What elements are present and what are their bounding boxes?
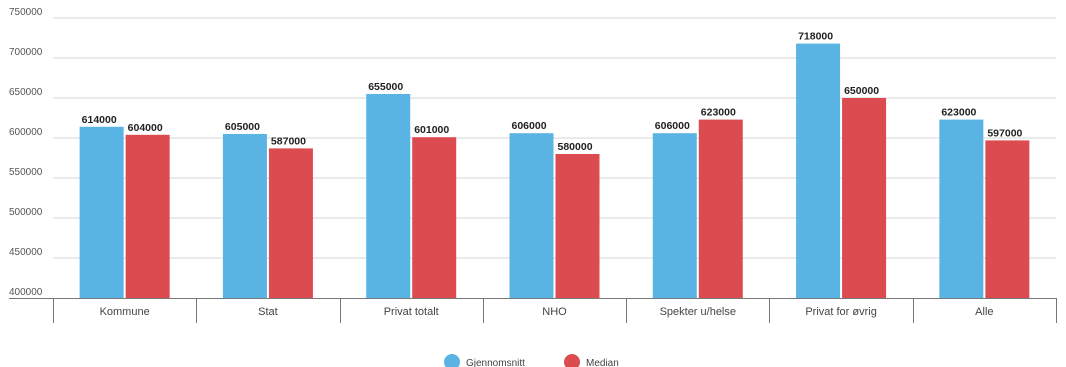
- bars: [79, 43, 1030, 298]
- grid-lines: [53, 17, 1056, 259]
- data-label: 601000: [414, 124, 449, 136]
- y-tick-label: 700000: [9, 47, 43, 58]
- bar-gjennomsnitt: [79, 126, 124, 298]
- y-tick-label: 400000: [9, 287, 43, 298]
- x-axis: Kommune Stat Privat totalt NHO Spekter u/hel…: [9, 298, 1057, 323]
- bar-gjennomsnitt: [652, 133, 697, 298]
- bar-median: [555, 154, 600, 298]
- bar-median: [842, 98, 887, 298]
- y-axis: 400000 450000 500000 550000 600000 650000 7000…: [9, 7, 43, 298]
- data-label: 606000: [655, 120, 690, 132]
- bar-median: [985, 140, 1030, 298]
- x-tick-label: Alle: [975, 306, 993, 318]
- data-label: 587000: [271, 135, 306, 147]
- y-tick-label: 600000: [9, 127, 43, 138]
- y-tick-label: 550000: [9, 167, 43, 178]
- data-label: 614000: [82, 114, 117, 126]
- data-label: 655000: [368, 81, 403, 93]
- x-tick-label: Spekter u/helse: [660, 306, 736, 318]
- y-tick-label: 500000: [9, 207, 43, 218]
- data-label: 605000: [225, 121, 260, 133]
- bar-median: [125, 134, 170, 298]
- x-tick-label: Stat: [258, 306, 278, 318]
- bar-median: [412, 137, 457, 298]
- data-label: 650000: [844, 85, 879, 97]
- x-tick-label: NHO: [542, 306, 567, 318]
- legend-label: Gjennomsnitt: [466, 358, 525, 367]
- bar-median: [698, 119, 743, 298]
- bar-gjennomsnitt: [366, 94, 411, 298]
- bar-gjennomsnitt: [509, 133, 554, 298]
- data-labels: 614000 604000 605000 587000 655000 601000 6060…: [82, 31, 1023, 153]
- data-label: 597000: [987, 127, 1022, 139]
- x-tick-label: Privat for øvrig: [805, 306, 877, 318]
- legend: Gjennomsnitt Median: [444, 354, 619, 367]
- bar-gjennomsnitt: [222, 134, 267, 298]
- data-label: 604000: [128, 122, 163, 134]
- legend-swatch: [444, 354, 460, 367]
- x-tick-label: Privat totalt: [384, 306, 439, 318]
- data-label: 606000: [512, 120, 547, 132]
- legend-swatch: [564, 354, 580, 367]
- bar-gjennomsnitt: [939, 119, 984, 298]
- y-tick-label: 450000: [9, 247, 43, 258]
- legend-label: Median: [586, 358, 619, 367]
- y-tick-label: 650000: [9, 87, 43, 98]
- y-tick-label: 750000: [9, 7, 43, 18]
- data-label: 623000: [941, 107, 976, 119]
- data-label: 623000: [701, 107, 736, 119]
- data-label: 580000: [558, 141, 593, 153]
- bar-gjennomsnitt: [796, 43, 841, 298]
- bar-median: [268, 148, 313, 298]
- data-label: 718000: [798, 31, 833, 43]
- x-tick-label: Kommune: [100, 306, 150, 318]
